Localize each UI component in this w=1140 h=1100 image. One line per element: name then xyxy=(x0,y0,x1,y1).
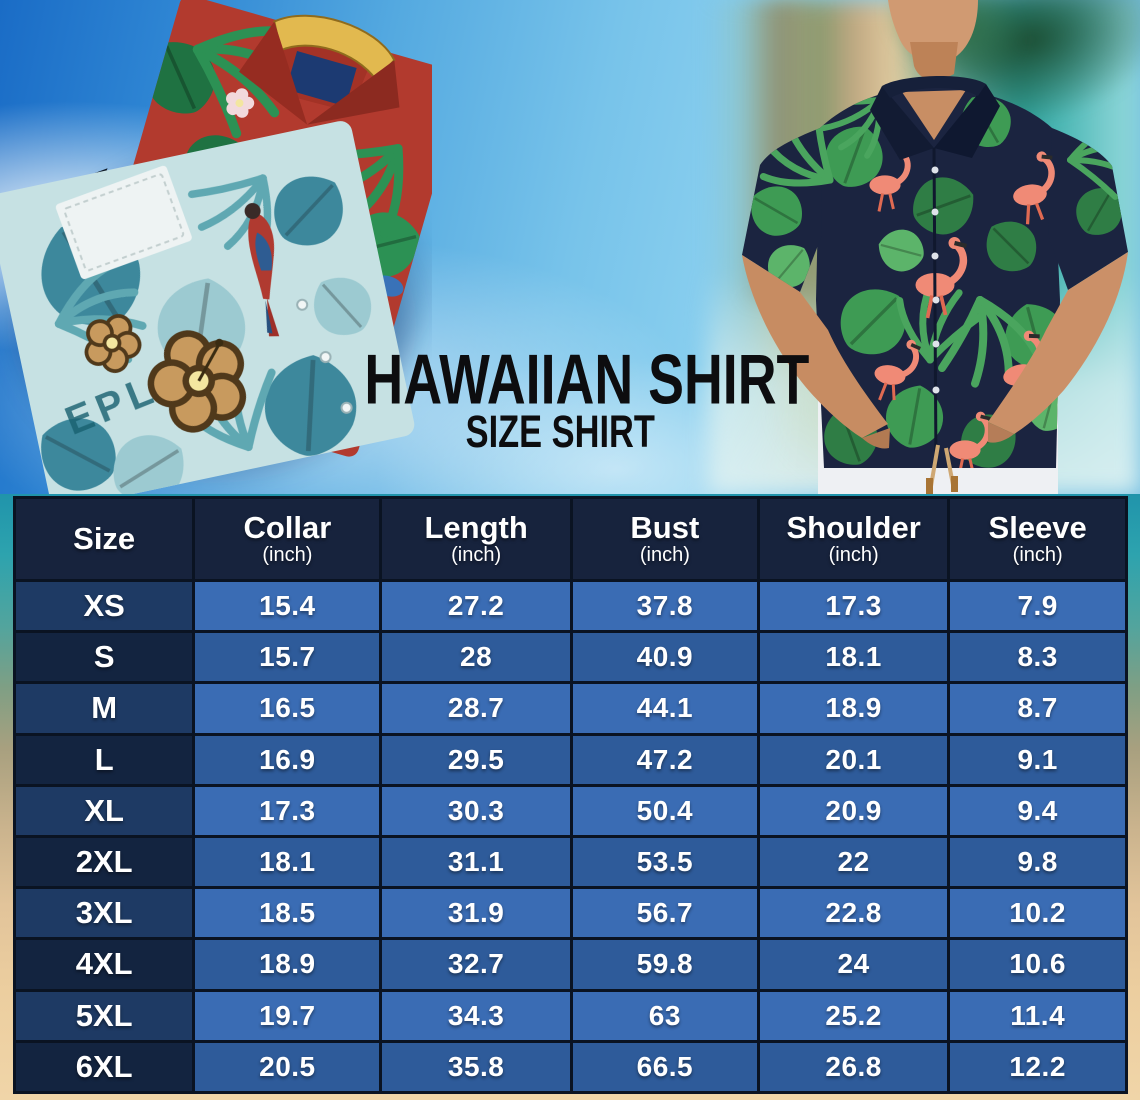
value-cell: 53.5 xyxy=(572,838,757,887)
value-cell: 18.1 xyxy=(195,838,380,887)
value-cell: 9.1 xyxy=(950,735,1125,784)
value-cell: 40.9 xyxy=(572,633,757,682)
value-cell: 17.3 xyxy=(759,582,948,631)
model-photo xyxy=(730,0,1140,494)
folded-shirts-illustration: EPL xyxy=(0,0,464,494)
value-cell: 8.3 xyxy=(950,633,1125,682)
page-subtitle: SIZE SHIRT xyxy=(465,406,655,458)
value-cell: 28 xyxy=(382,633,570,682)
title-block: HAWAIIAN SHIRT SIZE SHIRT xyxy=(322,344,809,458)
value-cell: 18.5 xyxy=(195,889,380,938)
size-cell: 6XL xyxy=(16,1042,193,1091)
value-cell: 25.2 xyxy=(759,991,948,1040)
value-cell: 17.3 xyxy=(195,786,380,835)
value-cell: 10.6 xyxy=(950,940,1125,989)
value-cell: 30.3 xyxy=(382,786,570,835)
value-cell: 31.9 xyxy=(382,889,570,938)
value-cell: 63 xyxy=(572,991,757,1040)
value-cell: 20.5 xyxy=(195,1042,380,1091)
hero-photo-collage: EPL xyxy=(0,0,1140,494)
value-cell: 8.7 xyxy=(950,684,1125,733)
value-cell: 22 xyxy=(759,838,948,887)
col-header-collar: Collar (inch) xyxy=(195,499,380,579)
table-section: Size Collar (inch) Length (inch) Bust (inch… xyxy=(0,494,1140,1100)
value-cell: 34.3 xyxy=(382,991,570,1040)
size-table: Size Collar (inch) Length (inch) Bust (inch… xyxy=(13,496,1128,1094)
value-cell: 19.7 xyxy=(195,991,380,1040)
folded-shirts-photo: EPL xyxy=(0,0,464,494)
size-cell: S xyxy=(16,633,193,682)
teal-hawaiian-shirt: EPL xyxy=(0,121,415,494)
value-cell: 32.7 xyxy=(382,940,570,989)
value-cell: 9.4 xyxy=(950,786,1125,835)
value-cell: 20.1 xyxy=(759,735,948,784)
value-cell: 66.5 xyxy=(572,1042,757,1091)
size-cell: L xyxy=(16,735,193,784)
value-cell: 29.5 xyxy=(382,735,570,784)
value-cell: 15.7 xyxy=(195,633,380,682)
value-cell: 18.9 xyxy=(195,940,380,989)
value-cell: 24 xyxy=(759,940,948,989)
value-cell: 15.4 xyxy=(195,582,380,631)
size-cell: 5XL xyxy=(16,991,193,1040)
size-cell: 3XL xyxy=(16,889,193,938)
model-illustration xyxy=(742,0,1128,494)
value-cell: 22.8 xyxy=(759,889,948,938)
value-cell: 56.7 xyxy=(572,889,757,938)
value-cell: 59.8 xyxy=(572,940,757,989)
value-cell: 11.4 xyxy=(950,991,1125,1040)
page-title: HAWAIIAN SHIRT xyxy=(364,339,810,419)
value-cell: 28.7 xyxy=(382,684,570,733)
value-cell: 47.2 xyxy=(572,735,757,784)
value-cell: 12.2 xyxy=(950,1042,1125,1091)
value-cell: 7.9 xyxy=(950,582,1125,631)
value-cell: 35.8 xyxy=(382,1042,570,1091)
value-cell: 18.9 xyxy=(759,684,948,733)
value-cell: 20.9 xyxy=(759,786,948,835)
col-header-length: Length (inch) xyxy=(382,499,570,579)
col-header-size: Size xyxy=(16,499,193,579)
col-header-shoulder: Shoulder (inch) xyxy=(759,499,948,579)
col-header-bust: Bust (inch) xyxy=(572,499,757,579)
value-cell: 9.8 xyxy=(950,838,1125,887)
size-cell: 4XL xyxy=(16,940,193,989)
value-cell: 37.8 xyxy=(572,582,757,631)
value-cell: 31.1 xyxy=(382,838,570,887)
size-cell: 2XL xyxy=(16,838,193,887)
size-cell: XS xyxy=(16,582,193,631)
value-cell: 18.1 xyxy=(759,633,948,682)
value-cell: 16.5 xyxy=(195,684,380,733)
col-header-sleeve: Sleeve (inch) xyxy=(950,499,1125,579)
size-cell: XL xyxy=(16,786,193,835)
size-cell: M xyxy=(16,684,193,733)
value-cell: 27.2 xyxy=(382,582,570,631)
value-cell: 44.1 xyxy=(572,684,757,733)
value-cell: 16.9 xyxy=(195,735,380,784)
value-cell: 10.2 xyxy=(950,889,1125,938)
value-cell: 50.4 xyxy=(572,786,757,835)
value-cell: 26.8 xyxy=(759,1042,948,1091)
